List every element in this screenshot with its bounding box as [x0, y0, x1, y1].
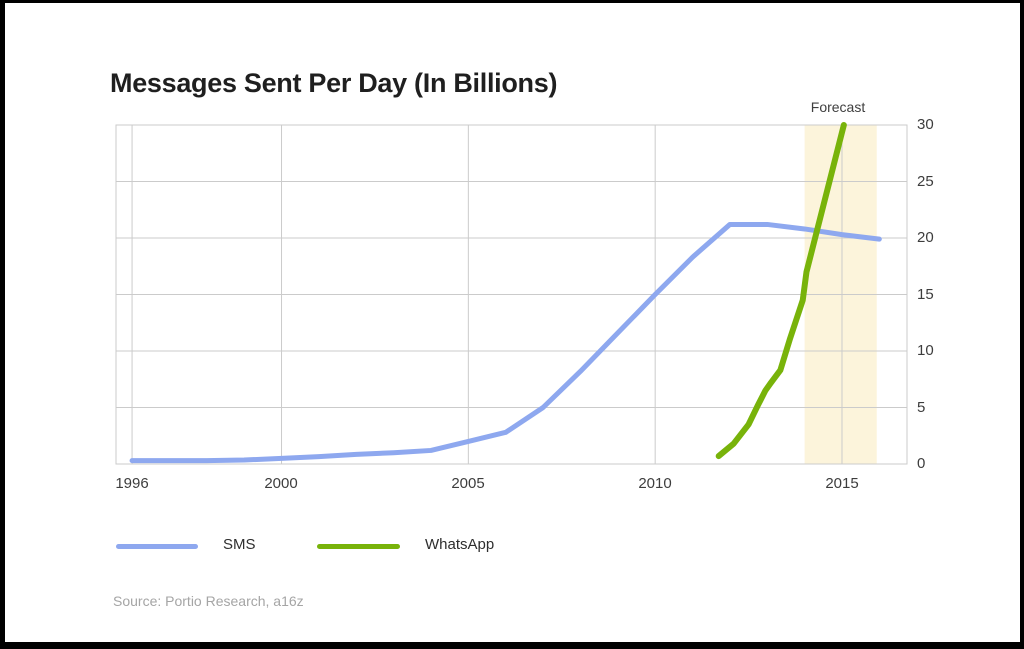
y-axis-tick-30: 30 — [917, 116, 934, 133]
x-axis-tick-2000: 2000 — [264, 475, 298, 492]
forecast-band-label: Forecast — [810, 99, 866, 115]
whatsapp-legend-label: WhatsApp — [425, 536, 495, 553]
y-axis-tick-25: 25 — [917, 173, 934, 190]
x-axis-tick-2015: 2015 — [825, 475, 859, 492]
y-axis-tick-10: 10 — [917, 342, 934, 359]
x-axis-tick-1996: 1996 — [115, 475, 149, 492]
sms-legend-swatch — [116, 544, 198, 549]
y-axis-tick-20: 20 — [917, 229, 934, 246]
x-axis-tick-2005: 2005 — [451, 475, 485, 492]
whatsapp-legend-swatch — [317, 544, 400, 549]
y-axis-tick-5: 5 — [917, 399, 926, 416]
chart-title: Messages Sent Per Day (In Billions) — [110, 68, 558, 99]
y-axis-tick-0: 0 — [917, 455, 926, 472]
sms-legend-label: SMS — [223, 536, 256, 553]
x-axis-tick-2010: 2010 — [638, 475, 672, 492]
source-attribution: Source: Portio Research, a16z — [113, 593, 304, 609]
y-axis-tick-15: 15 — [917, 286, 934, 303]
